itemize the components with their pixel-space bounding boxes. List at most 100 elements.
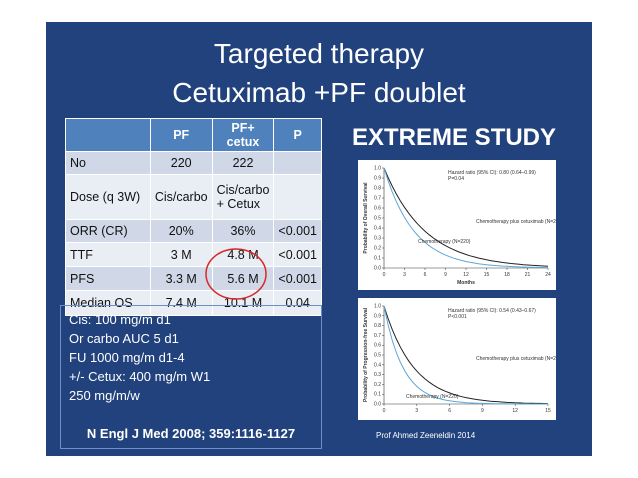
regimen-line: 250 mg/m/w [69,388,140,403]
table-row: Median OS 7.4 M 10.1 M 0.04 [65,290,322,316]
x-tick-label: 9 [444,272,447,278]
table-cell: <0.001 [273,266,322,291]
hazard: Hazard ratio (95% CI): 0.80 (0.64–0.99) [448,170,536,176]
table-cell [273,151,322,175]
citation: N Engl J Med 2008; 359:1116-1127 [86,426,296,441]
y-tick-label: 0.0 [374,402,381,408]
y-tick-label: 0.9 [374,176,381,182]
x-tick-label: 6 [424,272,427,278]
y-tick-label: 0.8 [374,186,381,192]
table-row: No 220 222 [65,151,322,175]
y-tick-label: 0.8 [374,323,381,329]
y-tick-label: 0.9 [374,313,381,319]
p-value: P=0.04 [448,176,464,182]
regimen-line: FU 1000 mg/m d1-4 [69,350,185,365]
table-cell: 3.3 M [149,266,213,291]
table-cell: TTF [65,242,151,267]
y-tick-label: 0.5 [374,216,381,222]
table-cell: No [65,151,151,175]
table-cell: 10.1 M [211,290,275,316]
regimen-box: N Engl J Med 2008; 359:1116-1127 Cis: 10… [60,305,322,449]
y-tick-label: 0.1 [374,392,381,398]
table-cell: PFS [65,266,151,291]
regimen-line: Cis: 100 mg/m d1 [69,312,171,327]
y-tick-label: 0.7 [374,333,381,339]
y-tick-label: 0.6 [374,206,381,212]
arm-label: Chemotherapy (N=220) [418,239,471,245]
y-tick-label: 0.3 [374,372,381,378]
y-tick-label: 0.2 [374,246,381,252]
y-tick-label: 0.3 [374,236,381,242]
x-tick-label: 15 [545,408,551,414]
header-cell: PF [149,118,213,152]
survival-curve [383,305,548,405]
pfs-figure: 0 3 6 9 12 15 0.0 0.1 0.2 0.3 0.4 0.5 0.6 0.7 0.8 0.9 1.… [358,298,556,420]
table-cell: 3 M [149,242,213,267]
y-tick-label: 1.0 [374,304,381,310]
table-row: PFS 3.3 M 5.6 M <0.001 [65,266,322,291]
y-axis-label: Probability of Progression-free Survival [363,307,369,402]
x-tick-label: 18 [504,272,510,278]
y-tick-label: 1.0 [374,166,381,172]
table-cell: 7.4 M [149,290,213,316]
y-tick-label: 0.6 [374,343,381,349]
hazard: Hazard ratio (95% CI): 0.54 (0.43–0.67) [448,308,536,314]
regimen-line: +/- Cetux: 400 mg/m W1 [69,369,211,384]
y-tick-label: 0.4 [374,226,381,232]
x-tick-label: 21 [525,272,531,278]
study-title: EXTREME STUDY [352,124,557,151]
title-line: Targeted therapy [213,38,425,69]
results-table: PF PF+ cetux P No 220 222 Dose (q 3W) Cis/carbo… [65,118,322,316]
y-tick-label: 0.0 [374,266,381,272]
header-cell: P [273,118,322,152]
x-tick-label: 6 [448,408,451,414]
regimen-line: Or carbo AUC 5 d1 [69,331,179,346]
y-tick-label: 0.2 [374,382,381,388]
table-cell: 220 [149,151,213,175]
table-cell: <0.001 [273,242,322,267]
p-value: P<0.001 [448,314,467,320]
table-cell: 20% [149,219,213,243]
table-cell: 0.04 [273,290,322,316]
table-cell: Dose (q 3W) [65,174,151,220]
x-tick-label: 15 [484,272,490,278]
title-line: Cetuximab +PF doublet [172,77,466,108]
table-cell: 4.8 M [211,242,275,267]
header-row: PF PF+ cetux P [65,118,322,152]
arm-label: Chemotherapy plus cetuximab (N=222) [476,356,556,362]
x-tick-label: 0 [383,272,386,278]
table-row: Dose (q 3W) Cis/carbo Cis/carbo + Cetux [65,174,322,220]
table-row: ORR (CR) 20% 36% <0.001 [65,219,322,243]
table-cell: Cis/carbo [149,174,213,220]
table-cell: 36% [211,219,275,243]
y-tick-label: 0.5 [374,353,381,359]
table-cell [273,174,322,220]
table-cell: 222 [211,151,275,175]
x-tick-label: 9 [481,408,484,414]
footer: Prof Ahmed Zeeneldin 2014 [376,431,476,440]
header-cell: PF+ cetux [211,118,275,152]
arm-label: Chemotherapy plus cetuximab (N=222) [476,219,556,225]
table-cell: 5.6 M [211,266,275,291]
y-tick-label: 0.4 [374,362,381,368]
highlight-circle [205,248,267,300]
y-tick-label: 0.7 [374,196,381,202]
x-tick-label: 12 [512,408,518,414]
x-tick-label: 0 [383,408,386,414]
x-tick-label: 12 [463,272,469,278]
arm-label: Chemotherapy (N=220) [406,394,459,400]
x-tick-label: 24 [545,272,551,278]
os-figure: 0 3 6 9 12 15 18 21 24 0.0 0.1 0.2 0.3 0.4 0.5 0.6 0.7 0.… [358,160,556,290]
x-axis-label: Months [457,280,475,286]
survival-curve [383,167,549,267]
table-row: TTF 3 M 4.8 M <0.001 [65,242,322,267]
table-cell: ORR (CR) [65,219,151,243]
x-tick-label: 3 [415,408,418,414]
y-axis-label: Probability of Overall Survival [363,182,369,254]
survival-curve [383,305,549,405]
y-tick-label: 0.1 [374,256,381,262]
survival-curve [383,167,549,269]
table-cell: <0.001 [273,219,322,243]
